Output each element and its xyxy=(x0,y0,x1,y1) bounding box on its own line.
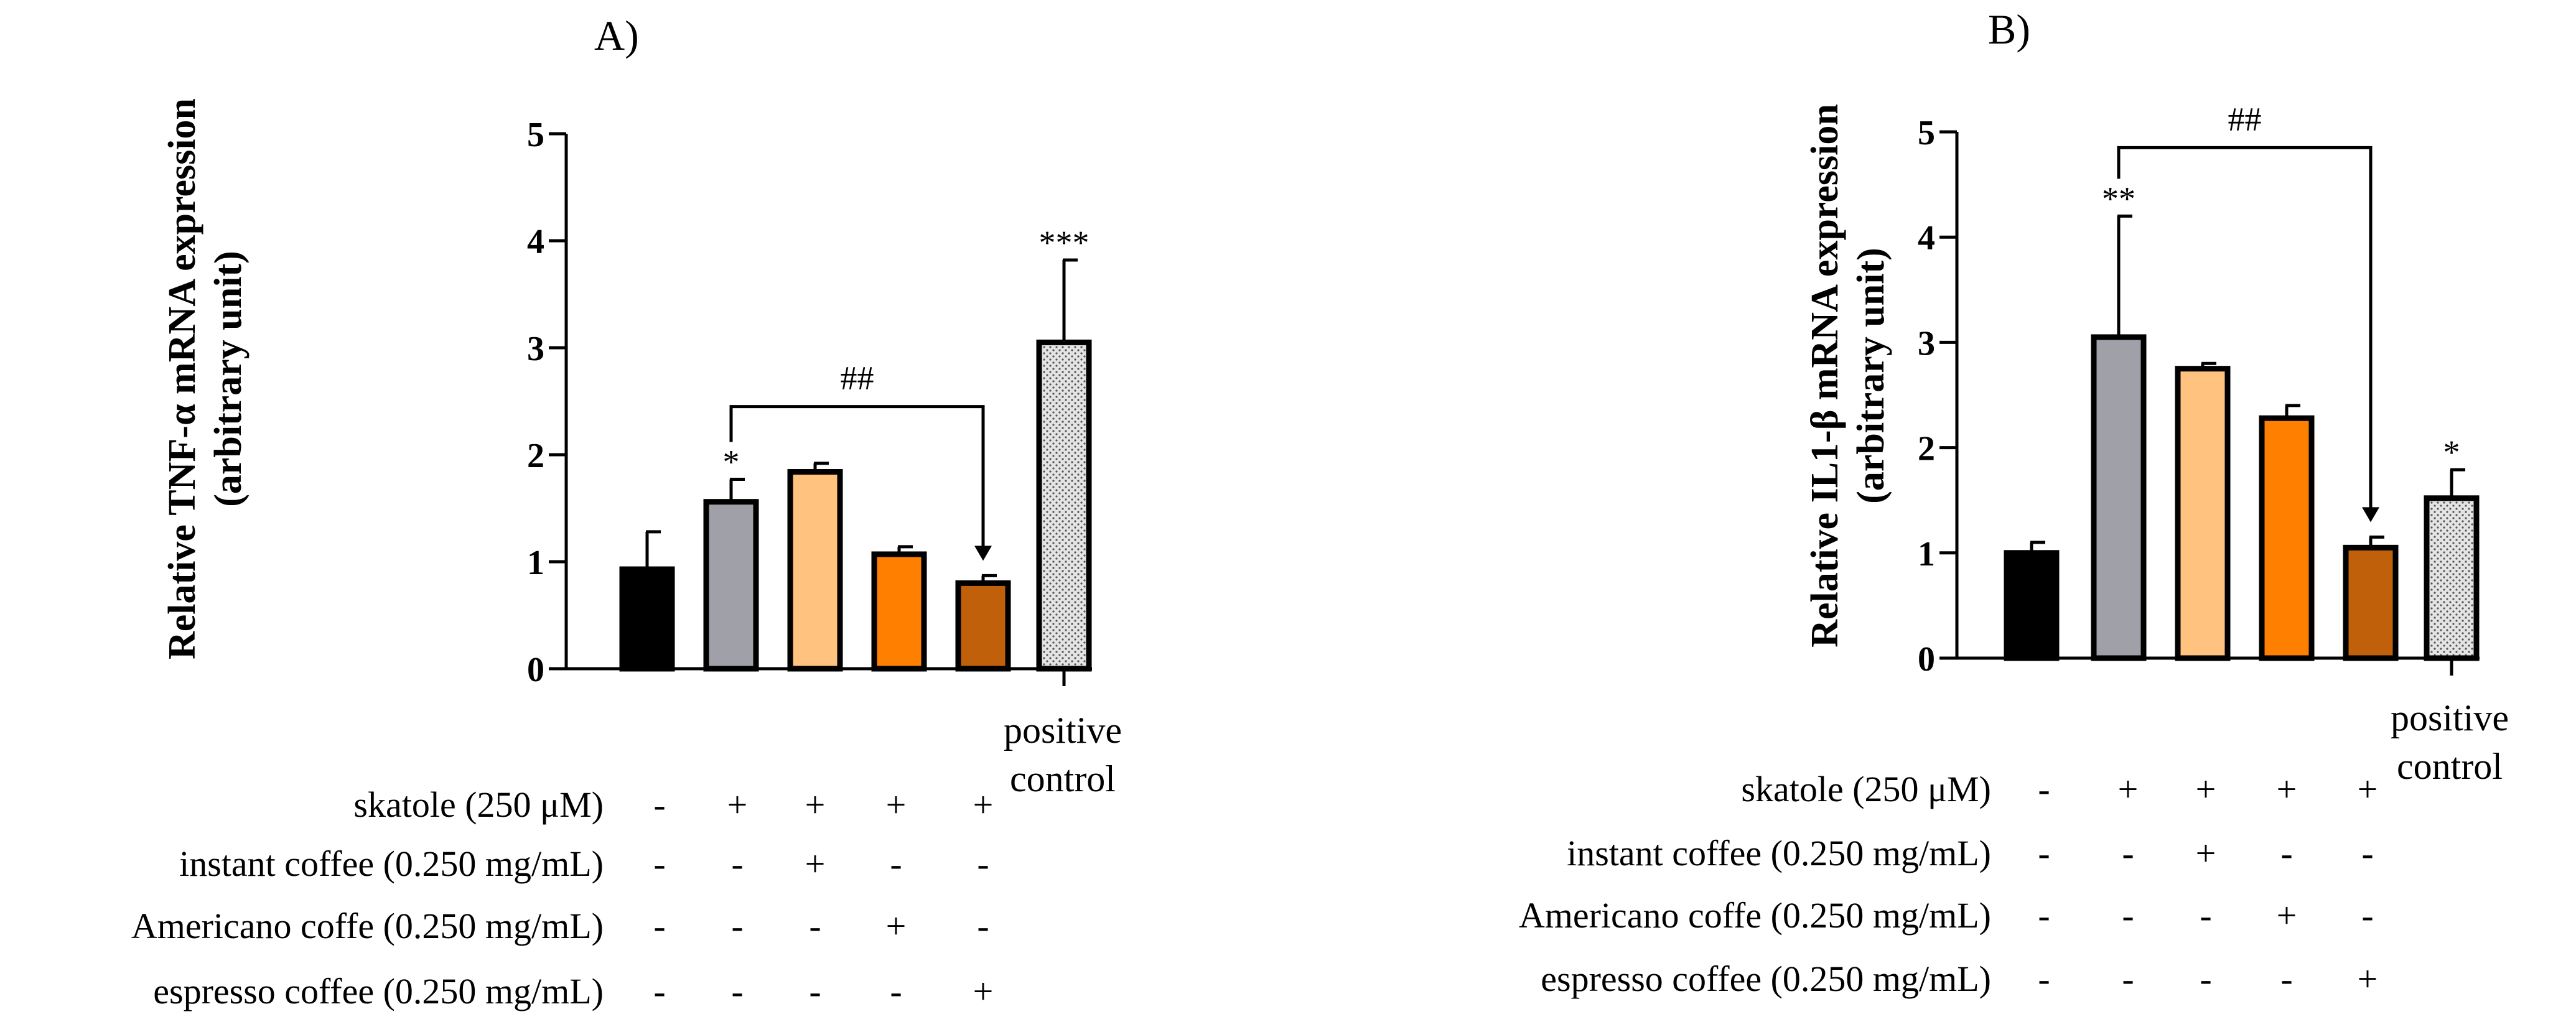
panel-a-positive-control-label: positive control xyxy=(976,706,1150,803)
panel-a-bar-4 xyxy=(955,580,1011,672)
panel-b-control-word: control xyxy=(2397,746,2503,787)
panel-b-bracket xyxy=(2117,146,2373,519)
panel-b-label: B) xyxy=(1988,6,2030,53)
panel-b-condition-label-3: espresso coffee (0.250 mg/mL) xyxy=(1541,959,1991,999)
panel-b-condition-mark-2-3: + xyxy=(2276,895,2297,936)
panel-a-condition-mark-0-2: + xyxy=(805,784,826,825)
panel-a-bar-0 xyxy=(619,566,675,672)
panel-b-bar-5 xyxy=(2424,495,2480,661)
panel-a-condition-mark-0-4: + xyxy=(973,784,994,825)
panel-a-condition-mark-0-0: - xyxy=(653,784,666,825)
panel-b-y-tick-label-1: 1 xyxy=(1918,535,1935,574)
panel-a-condition-mark-2-4: - xyxy=(977,906,989,946)
panel-b-condition-mark-0-4: + xyxy=(2357,769,2378,809)
panel-b: B) Relative IL1-β mRNA expression (arbit… xyxy=(1288,0,2576,1032)
panel-a-condition-mark-3-0: - xyxy=(653,971,666,1011)
panel-b-y-tick-label-3: 3 xyxy=(1918,324,1935,363)
panel-b-bar-1 xyxy=(2091,334,2147,661)
panel-b-condition-label-0: skatole (250 μM) xyxy=(1741,769,1991,809)
panel-a-condition-mark-1-4: - xyxy=(977,844,989,884)
panel-b-bracket-label: ## xyxy=(2228,100,2262,137)
panel-a-bracket xyxy=(729,405,985,557)
panel-a-bar-3 xyxy=(871,551,927,672)
panel-b-condition-mark-3-2: - xyxy=(2200,959,2212,999)
panel-b-bar-2 xyxy=(2175,366,2231,661)
panel-a-condition-mark-1-3: - xyxy=(890,844,902,884)
panel-a-bar-2 xyxy=(787,469,843,672)
panel-b-condition-mark-3-1: - xyxy=(2122,959,2134,999)
panel-a-condition-mark-1-2: + xyxy=(805,844,826,884)
panel-b-condition-mark-1-1: - xyxy=(2122,833,2134,873)
panel-b-condition-mark-1-4: - xyxy=(2361,833,2374,873)
panel-a-bracket-label: ## xyxy=(841,360,874,397)
panel-b-bar-3 xyxy=(2259,415,2315,661)
panel-a-condition-mark-2-2: - xyxy=(809,906,821,946)
panel-a-bar-1 xyxy=(703,499,759,672)
panel-b-condition-mark-2-2: - xyxy=(2200,895,2212,936)
panel-a-condition-mark-1-0: - xyxy=(653,844,666,884)
panel-a-positive-word: positive xyxy=(1004,710,1122,751)
panel-b-y-tick-label-5: 5 xyxy=(1918,114,1935,152)
panel-a-condition-label-1: instant coffee (0.250 mg/mL) xyxy=(179,844,604,884)
panel-b-condition-mark-0-2: + xyxy=(2195,769,2216,809)
panel-b-significance-5: * xyxy=(2443,434,2460,471)
panel-a-bracket-arrowhead xyxy=(974,546,992,561)
panel-a-condition-mark-1-1: - xyxy=(731,844,744,884)
panel-b-condition-mark-2-1: - xyxy=(2122,895,2134,936)
panel-b-condition-mark-2-0: - xyxy=(2038,895,2050,936)
panel-a-condition-mark-0-3: + xyxy=(885,784,907,825)
panel-a-condition-label-0: skatole (250 μM) xyxy=(353,784,604,825)
panel-b-bracket-arrowhead xyxy=(2362,507,2379,523)
panel-b-condition-mark-1-0: - xyxy=(2038,833,2050,873)
panel-a-condition-mark-3-1: - xyxy=(731,971,744,1011)
panel-a-bar-5 xyxy=(1036,339,1092,672)
panel-a-condition-mark-2-1: - xyxy=(731,906,744,946)
panel-b-positive-control-label: positive control xyxy=(2363,694,2537,791)
panel-a-y-tick-label-5: 5 xyxy=(527,116,544,154)
panel-b-bar-0 xyxy=(2004,550,2060,661)
panel-a-condition-label-3: espresso coffee (0.250 mg/mL) xyxy=(153,971,604,1011)
panel-a-y-tick-label-1: 1 xyxy=(527,544,544,582)
panel-a: A) Relative TNF-α mRNA expression (arbit… xyxy=(131,12,1150,1011)
panel-b-condition-mark-3-0: - xyxy=(2038,959,2050,999)
panel-b-condition-mark-1-2: + xyxy=(2195,833,2216,873)
panel-b-positive-word: positive xyxy=(2391,697,2509,738)
panel-b-y-tick-label-2: 2 xyxy=(1918,430,1935,468)
panel-a-y-tick-label-3: 3 xyxy=(527,330,544,368)
panel-a-significance-1: * xyxy=(723,444,740,481)
panel-a-condition-label-2: Americano coffe (0.250 mg/mL) xyxy=(131,906,604,946)
panel-b-condition-mark-0-0: - xyxy=(2038,769,2050,809)
panel-b-condition-mark-2-4: - xyxy=(2361,895,2374,936)
panel-a-condition-mark-3-3: - xyxy=(890,971,902,1011)
panel-b-condition-mark-0-3: + xyxy=(2276,769,2297,809)
panel-b-condition-label-2: Americano coffe (0.250 mg/mL) xyxy=(1518,895,1991,936)
panel-b-significance-1: ** xyxy=(2102,180,2135,217)
panel-a-condition-mark-0-1: + xyxy=(727,784,748,825)
panel-a-condition-mark-3-4: + xyxy=(973,971,994,1011)
panel-a-y-tick-label-2: 2 xyxy=(527,437,544,475)
panel-a-condition-mark-3-2: - xyxy=(809,971,821,1011)
panel-a-y-tick-label-4: 4 xyxy=(527,223,544,261)
panel-a-condition-mark-2-0: - xyxy=(653,906,666,946)
panel-b-bar-4 xyxy=(2343,544,2399,661)
panel-a-significance-5: *** xyxy=(1039,224,1090,261)
panel-a-y-tick-label-0: 0 xyxy=(527,651,544,689)
panel-b-condition-mark-3-4: + xyxy=(2357,959,2378,999)
panel-a-label: A) xyxy=(594,12,639,59)
panel-b-condition-mark-0-1: + xyxy=(2117,769,2139,809)
panel-b-y-tick-label-0: 0 xyxy=(1918,640,1935,679)
panel-b-condition-mark-3-3: - xyxy=(2280,959,2293,999)
panel-b-y-tick-label-4: 4 xyxy=(1918,219,1935,258)
panel-a-control-word: control xyxy=(1010,758,1116,799)
panel-b-condition-label-1: instant coffee (0.250 mg/mL) xyxy=(1567,833,1991,873)
panel-a-condition-mark-2-3: + xyxy=(885,906,907,946)
panel-b-condition-mark-1-3: - xyxy=(2280,833,2293,873)
